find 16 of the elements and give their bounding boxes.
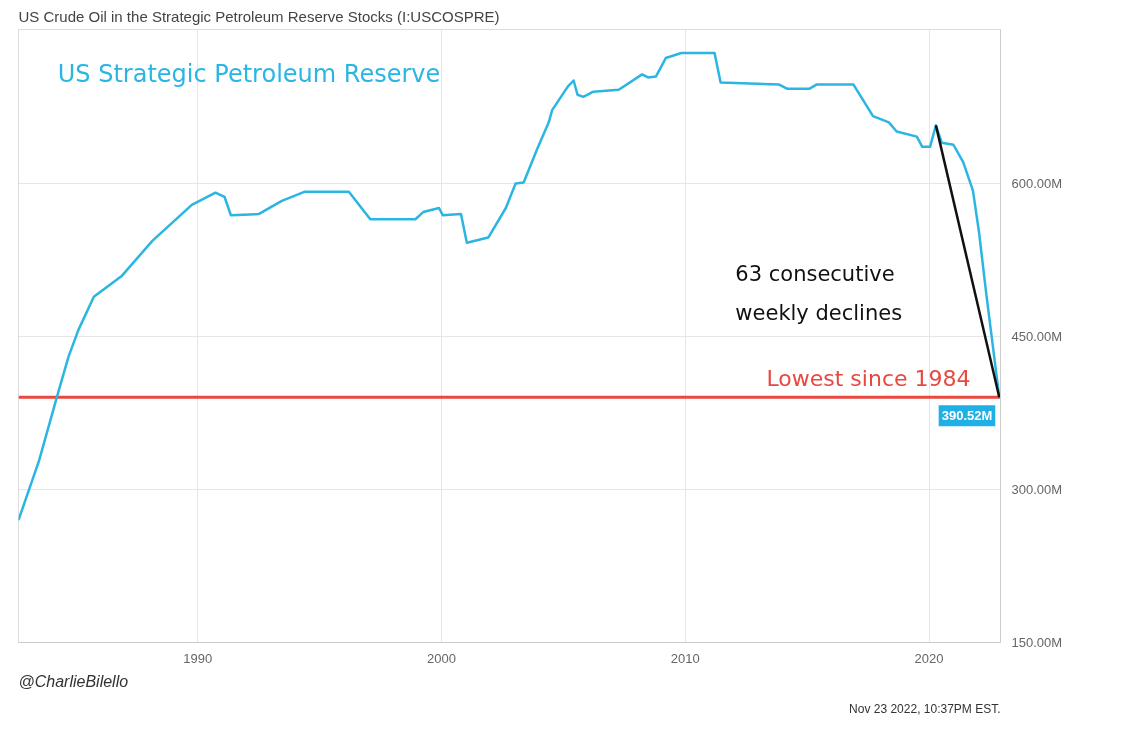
text: Nov 23 2022, 10:37PM EST.	[849, 701, 1001, 716]
ref-line-label: Lowest since 1984	[766, 366, 971, 392]
chart-title: US Crude Oil in the Strategic Petroleum Reserve Stocks (I:USCOSPRE)	[18, 7, 500, 25]
y-tick-label: 450.00M	[1011, 329, 1063, 345]
y-tick-label: 300.00M	[1011, 482, 1063, 498]
annotation: 390.52M	[941, 408, 993, 424]
text: @CharlieBilello	[18, 672, 129, 690]
x-tick-label: 2000	[427, 650, 456, 666]
x-tick-label: 1990	[183, 650, 213, 666]
line-series	[18, 51, 1001, 522]
annotation: US Strategic Petroleum Reserve	[57, 60, 441, 89]
annotation: 63 consecutive weekly declines	[735, 262, 903, 325]
y-tick-label: 600.00M	[1011, 176, 1063, 192]
x-tick-label: 2010	[670, 650, 700, 666]
x-tick-label: 2020	[914, 650, 944, 666]
y-tick-label: 150.00M	[1011, 635, 1063, 650]
